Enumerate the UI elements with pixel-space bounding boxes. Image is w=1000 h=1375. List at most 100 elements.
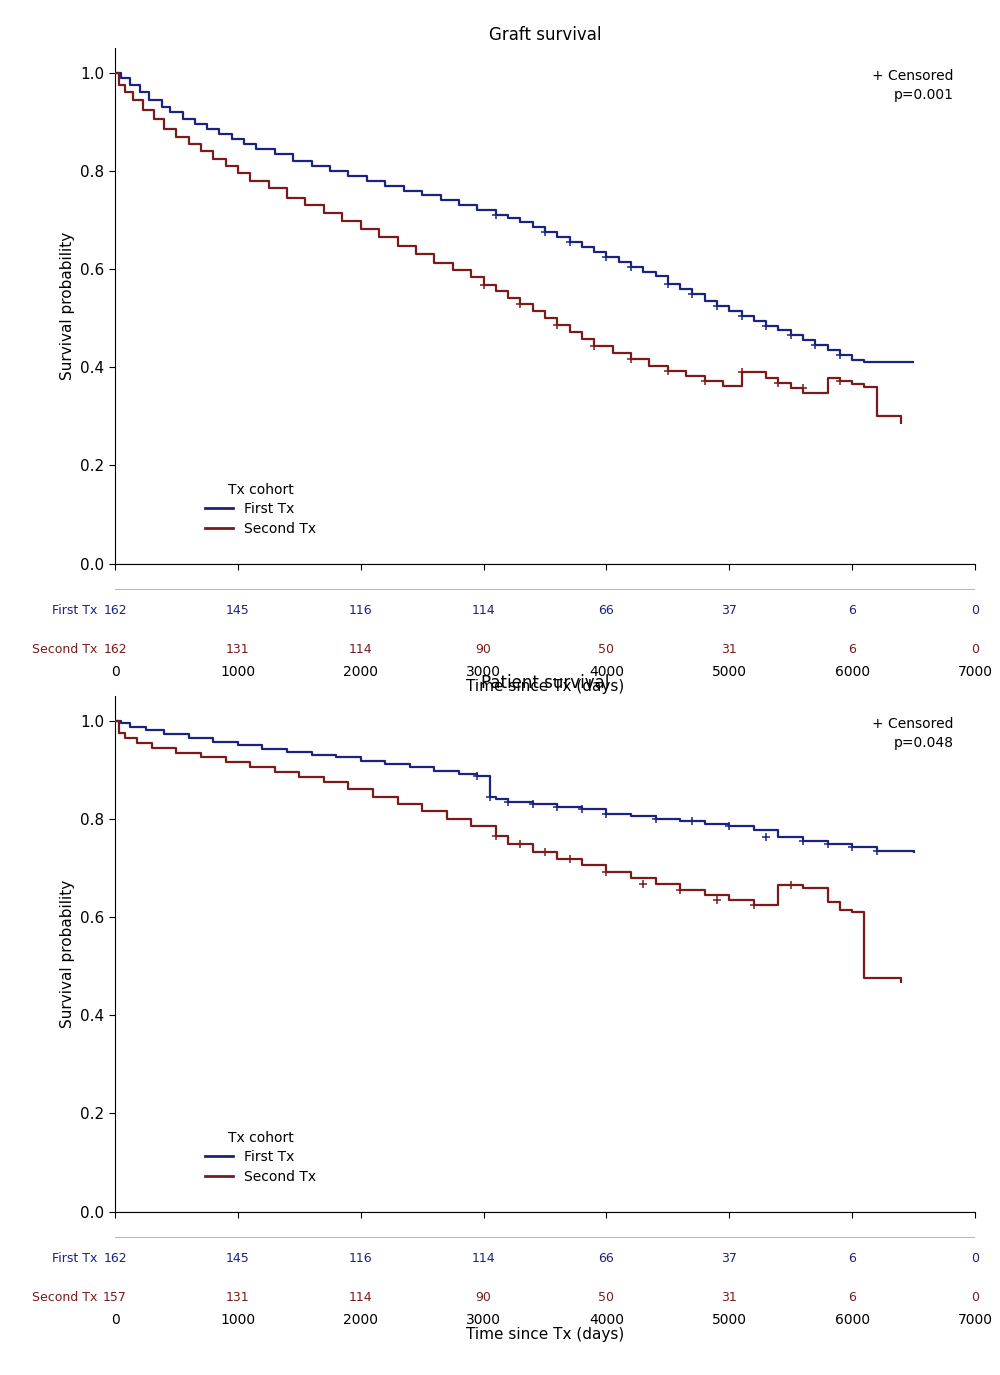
Point bbox=[648, 808, 664, 830]
Text: 6: 6 bbox=[848, 1251, 856, 1265]
Text: Second Tx: Second Tx bbox=[32, 1291, 98, 1304]
Text: 1000: 1000 bbox=[220, 1313, 255, 1327]
Point bbox=[795, 830, 811, 852]
Point bbox=[783, 874, 799, 896]
Text: 145: 145 bbox=[226, 604, 250, 617]
Point bbox=[709, 294, 725, 316]
Text: 162: 162 bbox=[103, 604, 127, 617]
Point bbox=[537, 842, 553, 864]
Point bbox=[598, 803, 614, 825]
Point bbox=[562, 848, 578, 870]
Text: 90: 90 bbox=[476, 644, 492, 656]
Text: 114: 114 bbox=[349, 1291, 373, 1304]
Text: 31: 31 bbox=[721, 1291, 737, 1304]
Text: 6000: 6000 bbox=[835, 1313, 870, 1327]
Text: 2000: 2000 bbox=[343, 1313, 378, 1327]
Text: 1000: 1000 bbox=[220, 666, 255, 679]
Point bbox=[549, 796, 565, 818]
Point bbox=[758, 315, 774, 337]
Point bbox=[635, 873, 651, 895]
Point bbox=[844, 836, 860, 858]
Text: 0: 0 bbox=[971, 604, 979, 617]
Point bbox=[537, 221, 553, 243]
Text: First Tx: First Tx bbox=[52, 1251, 98, 1265]
Text: Time since Tx (days): Time since Tx (days) bbox=[466, 679, 624, 694]
Point bbox=[709, 888, 725, 910]
Text: 0: 0 bbox=[111, 666, 119, 679]
Text: 37: 37 bbox=[721, 1251, 737, 1265]
Point bbox=[758, 826, 774, 848]
Title: Graft survival: Graft survival bbox=[489, 26, 601, 44]
Point bbox=[598, 246, 614, 268]
Text: 5000: 5000 bbox=[712, 1313, 747, 1327]
Text: 116: 116 bbox=[349, 1251, 373, 1265]
Text: 4000: 4000 bbox=[589, 1313, 624, 1327]
Text: + Censored
p=0.001: + Censored p=0.001 bbox=[872, 69, 954, 102]
Text: 114: 114 bbox=[349, 644, 373, 656]
Point bbox=[549, 314, 565, 336]
Point bbox=[734, 362, 750, 384]
Point bbox=[476, 274, 492, 296]
Point bbox=[598, 861, 614, 883]
Title: Patient survival: Patient survival bbox=[481, 674, 609, 692]
Text: 4000: 4000 bbox=[589, 666, 624, 679]
Legend: First Tx, Second Tx: First Tx, Second Tx bbox=[199, 477, 321, 542]
Point bbox=[869, 840, 885, 862]
Text: 131: 131 bbox=[226, 1291, 250, 1304]
Text: 90: 90 bbox=[476, 1291, 492, 1304]
Point bbox=[697, 370, 713, 392]
Point bbox=[623, 348, 639, 370]
Point bbox=[832, 370, 848, 392]
Text: 0: 0 bbox=[971, 644, 979, 656]
Point bbox=[746, 894, 762, 916]
Text: 37: 37 bbox=[721, 604, 737, 617]
Text: 66: 66 bbox=[599, 604, 614, 617]
Point bbox=[562, 231, 578, 253]
Legend: First Tx, Second Tx: First Tx, Second Tx bbox=[199, 1125, 321, 1189]
Y-axis label: Survival probability: Survival probability bbox=[60, 880, 75, 1028]
Text: 6: 6 bbox=[848, 604, 856, 617]
Text: 131: 131 bbox=[226, 644, 250, 656]
Point bbox=[770, 373, 786, 395]
Text: 6000: 6000 bbox=[835, 666, 870, 679]
Point bbox=[512, 293, 528, 315]
Text: 162: 162 bbox=[103, 644, 127, 656]
Text: 6: 6 bbox=[848, 1291, 856, 1304]
Point bbox=[623, 256, 639, 278]
Point bbox=[795, 377, 811, 399]
Point bbox=[525, 793, 541, 815]
Point bbox=[832, 344, 848, 366]
Point bbox=[488, 825, 504, 847]
Point bbox=[807, 334, 823, 356]
Text: 0: 0 bbox=[971, 1251, 979, 1265]
Text: 31: 31 bbox=[721, 644, 737, 656]
Text: 2000: 2000 bbox=[343, 666, 378, 679]
Point bbox=[734, 305, 750, 327]
Text: 7000: 7000 bbox=[958, 1313, 993, 1327]
Y-axis label: Survival probability: Survival probability bbox=[60, 232, 75, 380]
Text: 0: 0 bbox=[111, 1313, 119, 1327]
Text: 66: 66 bbox=[599, 1251, 614, 1265]
Point bbox=[672, 879, 688, 901]
Point bbox=[684, 283, 700, 305]
Text: 116: 116 bbox=[349, 604, 373, 617]
Text: 162: 162 bbox=[103, 1251, 127, 1265]
Text: 114: 114 bbox=[472, 604, 495, 617]
Point bbox=[660, 272, 676, 294]
Text: + Censored
p=0.048: + Censored p=0.048 bbox=[872, 716, 954, 751]
Text: 157: 157 bbox=[103, 1291, 127, 1304]
Text: 0: 0 bbox=[971, 1291, 979, 1304]
Text: Second Tx: Second Tx bbox=[32, 644, 98, 656]
Point bbox=[586, 334, 602, 356]
Text: First Tx: First Tx bbox=[52, 604, 98, 617]
Text: 3000: 3000 bbox=[466, 666, 501, 679]
Text: 50: 50 bbox=[598, 644, 614, 656]
Point bbox=[574, 798, 590, 820]
Point bbox=[783, 324, 799, 346]
Point bbox=[512, 833, 528, 855]
Text: 114: 114 bbox=[472, 1251, 495, 1265]
Text: Time since Tx (days): Time since Tx (days) bbox=[466, 1327, 624, 1342]
Point bbox=[482, 785, 498, 807]
Text: 145: 145 bbox=[226, 1251, 250, 1265]
Point bbox=[721, 815, 737, 837]
